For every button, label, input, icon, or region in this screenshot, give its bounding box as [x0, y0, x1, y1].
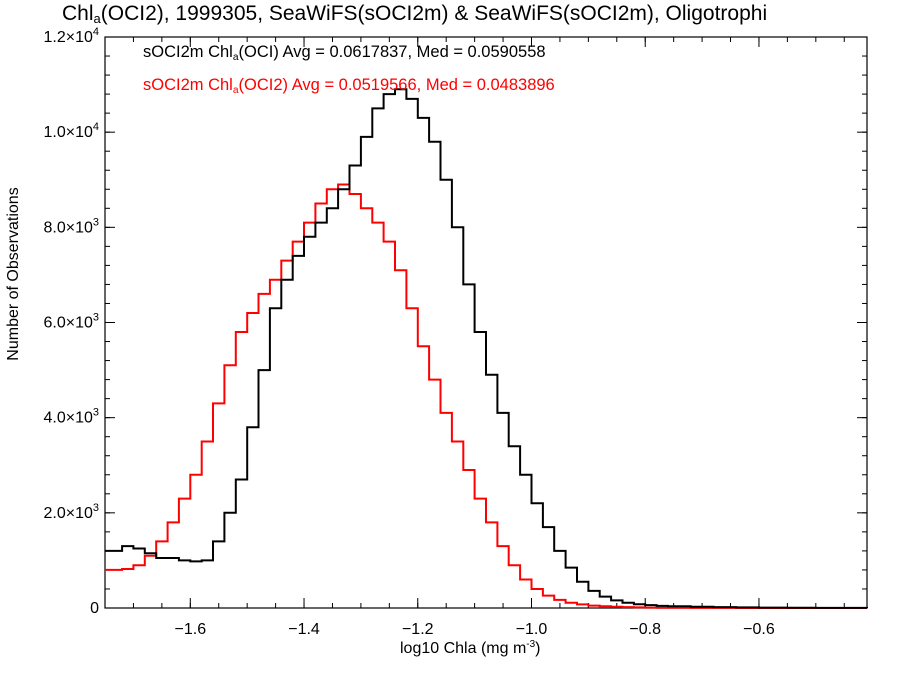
y-tick-label-1: 2.0×103 [43, 502, 99, 522]
axis-ticks [104, 36, 867, 609]
y-tick-label-3: 6.0×103 [43, 312, 99, 332]
series-line-0 [105, 88, 868, 609]
x-tick-label-5: −0.6 [743, 621, 775, 638]
x-axis-label: log10 Chla (mg m-3) [400, 639, 541, 657]
chart-title: Chla(OCI2), 1999305, SeaWiFS(sOCI2m) & S… [62, 2, 768, 26]
x-tick-label-1: −1.4 [288, 621, 320, 638]
y-tick-label-5: 1.0×104 [43, 121, 99, 141]
series-layer [105, 88, 868, 609]
legend-entry-black: sOCI2m Chla(OCI) Avg = 0.0617837, Med = … [143, 43, 546, 63]
x-tick-label-3: −1.0 [516, 621, 548, 638]
x-tick-label-0: −1.6 [175, 621, 207, 638]
axis-tick-labels: −1.6 −1.4 −1.2 −1.0 −0.8 −0.6 0 2.0×103 4.0×103 6… [43, 26, 774, 638]
legend-entry-red: sOCI2m Chla(OCI2) Avg = 0.0519566, Med =… [143, 76, 555, 96]
series-line-1 [105, 183, 867, 609]
y-tick-label-2: 4.0×103 [43, 407, 99, 427]
y-tick-label-0: 0 [90, 600, 99, 617]
x-tick-label-4: −0.8 [629, 621, 661, 638]
x-tick-label-2: −1.2 [402, 621, 434, 638]
y-tick-label-4: 8.0×103 [43, 216, 99, 236]
y-axis-label: Number of Observations [5, 187, 22, 361]
y-tick-label-6: 1.2×104 [43, 26, 99, 46]
